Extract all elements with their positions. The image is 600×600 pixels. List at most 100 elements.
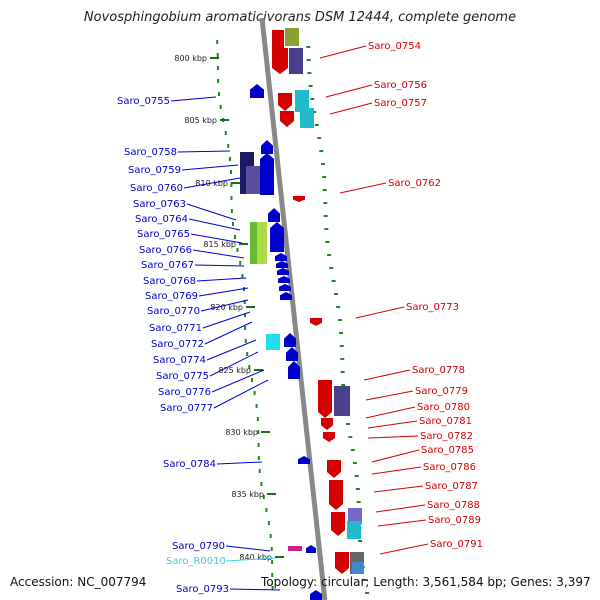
label-connector bbox=[211, 369, 265, 393]
gene-label: Saro_0756 bbox=[374, 80, 427, 91]
gc-tick bbox=[350, 449, 355, 451]
gc-tick bbox=[230, 170, 232, 174]
gc-tick bbox=[262, 495, 265, 499]
map-title: Novosphingobium aromaticivorans DSM 1244… bbox=[83, 10, 517, 25]
gene-label: Saro_0775 bbox=[156, 371, 209, 382]
gc-tick bbox=[358, 540, 363, 542]
gene-label: Saro_0773 bbox=[406, 302, 459, 313]
label-connector bbox=[371, 449, 420, 463]
accession-text: Accession: NC_007794 bbox=[10, 575, 147, 589]
gene-label: Saro_0782 bbox=[420, 431, 473, 442]
label-connector bbox=[183, 177, 241, 189]
gene-label: Saro_0787 bbox=[425, 481, 478, 492]
label-connector bbox=[192, 249, 245, 259]
forward-gene bbox=[335, 552, 349, 574]
gene-label: Saro_0791 bbox=[430, 539, 483, 550]
gene-label: Saro_0774 bbox=[153, 355, 206, 366]
gene-category bbox=[348, 508, 362, 524]
gene-label: Saro_0765 bbox=[137, 229, 190, 240]
gc-tick bbox=[354, 475, 359, 477]
label-connector bbox=[190, 233, 243, 244]
scale-tick-label: 840 kbp bbox=[239, 553, 272, 562]
forward-gene bbox=[272, 30, 284, 48]
reverse-gene bbox=[298, 456, 310, 464]
label-connector bbox=[329, 102, 373, 115]
scale-tick-label: 825 kbp bbox=[218, 366, 251, 375]
gc-tick bbox=[251, 378, 253, 382]
gene-label: Saro_0763 bbox=[133, 199, 186, 210]
label-connector bbox=[198, 287, 249, 297]
gc-tick bbox=[255, 404, 258, 408]
gene-category bbox=[289, 48, 303, 74]
gc-tick bbox=[348, 436, 353, 438]
forward-gene bbox=[318, 380, 332, 418]
gc-tick bbox=[355, 488, 360, 490]
gc-tick bbox=[243, 300, 246, 304]
gene-label: Saro_0770 bbox=[147, 306, 200, 317]
gc-tick bbox=[312, 111, 317, 113]
reverse-gene bbox=[288, 361, 300, 379]
gc-tick bbox=[260, 482, 263, 486]
gc-tick bbox=[331, 280, 336, 282]
gc-tick bbox=[271, 560, 274, 564]
gc-tick bbox=[270, 547, 273, 551]
gc-tick bbox=[327, 254, 332, 256]
label-connector bbox=[188, 218, 241, 231]
reverse-gene bbox=[277, 268, 289, 275]
gc-tick bbox=[321, 163, 325, 165]
gc-tick bbox=[257, 430, 260, 434]
gene-label: Saro_0762 bbox=[388, 178, 441, 189]
gene-label: Saro_0759 bbox=[128, 165, 181, 176]
gc-tick bbox=[241, 274, 244, 278]
gc-tick bbox=[308, 85, 313, 87]
gc-tick bbox=[341, 384, 346, 386]
gene-label: Saro_0777 bbox=[160, 403, 213, 414]
label-connector bbox=[379, 543, 429, 555]
gc-tick bbox=[337, 319, 342, 321]
backbone-line bbox=[259, 17, 328, 600]
gc-tick bbox=[224, 131, 227, 135]
topology-text: Topology: circular; Length: 3,561,584 bp… bbox=[261, 575, 591, 589]
gc-tick bbox=[306, 59, 311, 61]
gc-tick bbox=[216, 40, 219, 44]
reverse-gene bbox=[250, 84, 264, 98]
label-connector bbox=[204, 321, 253, 345]
gene-label: Saro_0779 bbox=[415, 386, 468, 397]
reverse-gene bbox=[270, 222, 284, 252]
gene-label: Saro_0764 bbox=[135, 214, 188, 225]
gc-tick bbox=[257, 443, 260, 447]
gene-label: Saro_0758 bbox=[124, 147, 177, 158]
gene-label: Saro_0767 bbox=[141, 260, 194, 271]
forward-gene bbox=[280, 111, 294, 127]
label-connector bbox=[186, 203, 237, 221]
label-connector bbox=[216, 461, 263, 465]
gene-category bbox=[347, 521, 361, 539]
gene-label: Saro_0766 bbox=[139, 245, 192, 256]
reverse-gene bbox=[284, 333, 296, 347]
label-connector bbox=[365, 406, 416, 419]
label-connector bbox=[367, 435, 419, 439]
gc-tick bbox=[356, 501, 361, 503]
reverse-gene bbox=[306, 545, 316, 553]
gc-tick bbox=[244, 313, 246, 317]
gc-tick bbox=[244, 339, 247, 343]
gc-tick bbox=[258, 469, 261, 473]
label-connector bbox=[339, 182, 387, 194]
gc-tick bbox=[218, 92, 220, 96]
gc-tick bbox=[314, 124, 319, 126]
gene-category bbox=[257, 222, 267, 264]
gene-label: Saro_0793 bbox=[176, 584, 229, 595]
scale-tick-label: 805 kbp bbox=[184, 116, 217, 125]
gene-label: Saro_0776 bbox=[158, 387, 211, 398]
gc-tick bbox=[307, 72, 312, 74]
gene-label: Saro_0784 bbox=[163, 459, 216, 470]
gc-tick bbox=[267, 521, 270, 525]
gc-tick bbox=[216, 66, 219, 70]
gc-tick bbox=[246, 352, 249, 356]
label-connector bbox=[200, 299, 249, 312]
gc-tick bbox=[230, 209, 233, 213]
gc-tick bbox=[329, 267, 334, 269]
gene-label: Saro_0755 bbox=[117, 96, 170, 107]
reverse-gene bbox=[280, 292, 292, 300]
gene-label: Saro_0785 bbox=[421, 445, 474, 456]
